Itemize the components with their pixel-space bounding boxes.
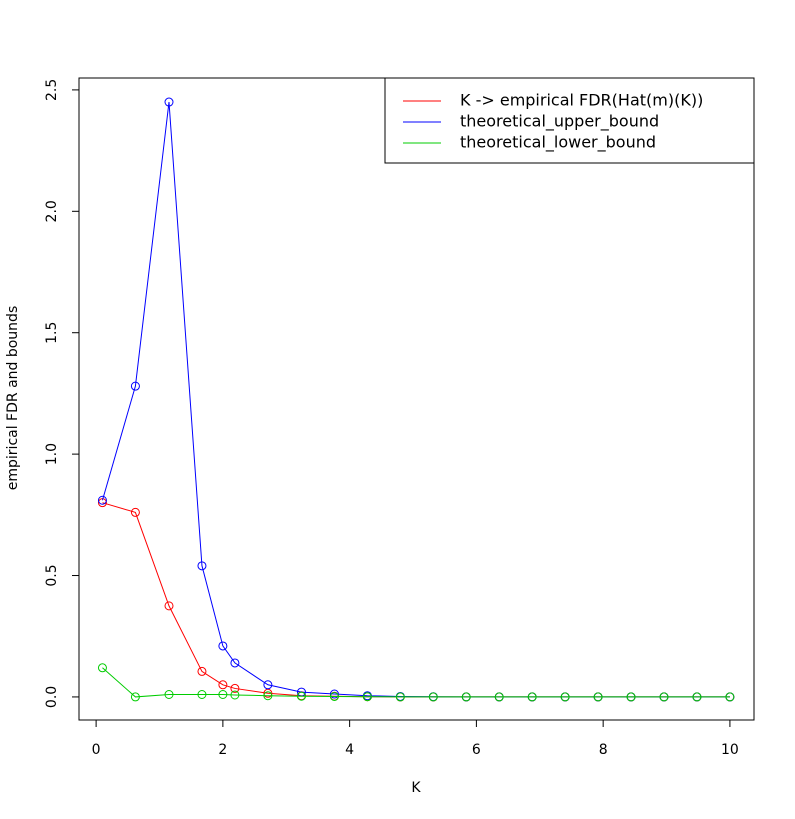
legend-label: theoretical_lower_bound [460, 133, 656, 153]
point [164, 690, 174, 700]
legend-label: theoretical_upper_bound [460, 112, 659, 132]
point [130, 507, 140, 517]
series-line [102, 667, 730, 698]
point [362, 692, 372, 702]
point [230, 658, 240, 668]
point [164, 97, 174, 107]
series-line [102, 502, 730, 698]
y-tick-label: 1.0 [44, 443, 60, 465]
series-line [101, 101, 730, 698]
x-tick-label: 0 [92, 742, 101, 758]
point [263, 680, 273, 690]
y-tick-label: 2.0 [44, 200, 60, 222]
y-tick-label: 0.0 [44, 686, 60, 708]
point [692, 692, 702, 702]
point [725, 692, 735, 702]
point [296, 691, 306, 701]
legend-box [384, 77, 755, 164]
x-tick-label: 6 [472, 742, 481, 758]
point [97, 663, 107, 673]
x-tick-label: 10 [721, 742, 739, 758]
point [164, 601, 174, 611]
y-tick-label: 0.5 [44, 564, 60, 586]
point [461, 692, 471, 702]
y-tick-label: 2.5 [44, 79, 60, 101]
point [329, 691, 339, 701]
x-axis-label: K [411, 780, 421, 796]
point [230, 683, 240, 693]
x-tick-label: 4 [345, 742, 354, 758]
plot-box [78, 77, 755, 721]
point [197, 666, 207, 676]
point [218, 690, 228, 700]
point [395, 692, 405, 702]
legend-label: K -> empirical FDR(Hat(m)(K)) [460, 91, 703, 110]
x-tick-label: 2 [218, 742, 227, 758]
point [626, 692, 636, 702]
point [659, 692, 669, 702]
point [130, 381, 140, 391]
point [230, 690, 240, 700]
point [197, 561, 207, 571]
y-axis-label: empirical FDR and bounds [5, 306, 21, 490]
y-tick-label: 1.5 [44, 322, 60, 344]
point [494, 692, 504, 702]
point [329, 689, 339, 699]
point [560, 692, 570, 702]
point [197, 690, 207, 700]
point [130, 692, 140, 702]
point [263, 691, 273, 701]
point [593, 692, 603, 702]
point [218, 641, 228, 651]
point [527, 692, 537, 702]
x-tick-label: 8 [599, 742, 608, 758]
point [428, 692, 438, 702]
point [218, 680, 228, 690]
point [97, 495, 107, 505]
